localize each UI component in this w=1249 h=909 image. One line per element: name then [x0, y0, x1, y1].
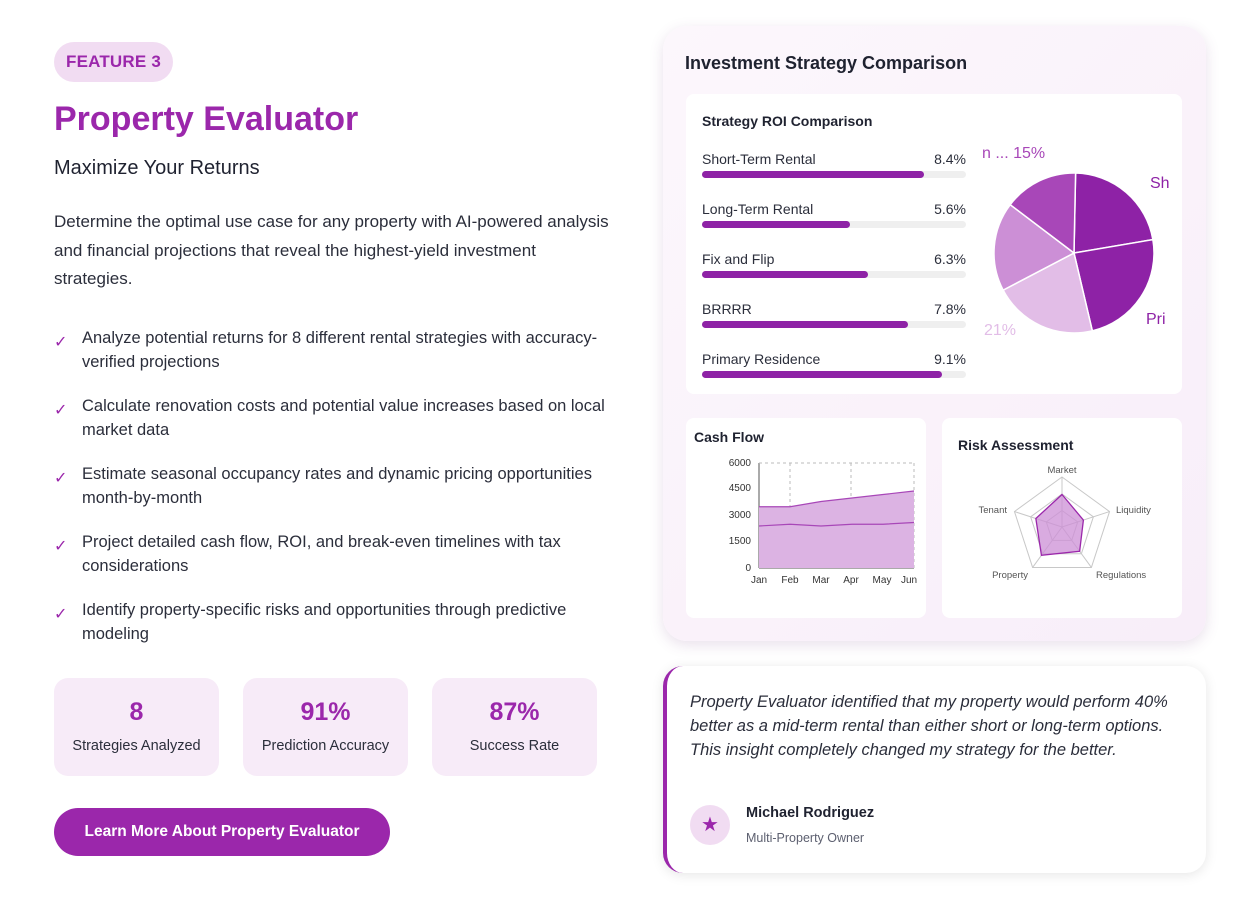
- y-tick-label: 1500: [729, 536, 752, 547]
- page-subtitle: Maximize Your Returns: [54, 157, 260, 179]
- feature-description: Determine the optimal use case for any p…: [54, 212, 609, 288]
- roi-bar: [702, 171, 924, 178]
- roi-bar: [702, 371, 943, 378]
- pie-label: Pri: [1146, 311, 1166, 328]
- radar-axis-label: Regulations: [1096, 570, 1146, 581]
- star-icon: ★: [690, 805, 730, 845]
- stat-card-success: 87% Success Rate: [432, 678, 597, 776]
- testimonial-quote: Property Evaluator identified that my pr…: [690, 693, 1168, 759]
- radar-axis-label: Market: [1047, 465, 1076, 476]
- roi-value: 5.6%: [934, 201, 966, 217]
- list-item: ✓ Project detailed cash flow, ROI, and br…: [54, 530, 614, 578]
- cashflow-title: Cash Flow: [694, 429, 765, 445]
- y-tick-label: 0: [745, 563, 751, 574]
- feature-badge: FEATURE 3: [54, 42, 173, 82]
- roi-value: 8.4%: [934, 151, 966, 167]
- learn-more-button[interactable]: Learn More About Property Evaluator: [54, 808, 390, 856]
- stat-value: 8: [129, 698, 144, 726]
- roi-value: 6.3%: [934, 251, 966, 267]
- roi-bar-track: [702, 171, 966, 178]
- roi-card-title: Strategy ROI Comparison: [702, 113, 873, 129]
- testimonial-card: [663, 666, 1206, 873]
- check-icon: ✓: [54, 538, 68, 555]
- check-icon: ✓: [54, 470, 68, 487]
- roi-value: 9.1%: [934, 351, 966, 367]
- roi-bar: [702, 271, 869, 278]
- roi-label: Fix and Flip: [702, 251, 775, 267]
- radar-area: [1035, 493, 1085, 557]
- pie-slice: [993, 203, 1076, 292]
- radar-axis-label: Liquidity: [1116, 505, 1151, 516]
- check-icon: ✓: [54, 402, 68, 419]
- pie-slice: [1073, 172, 1154, 254]
- y-tick-label: 6000: [729, 458, 752, 469]
- stat-label: Success Rate: [469, 738, 560, 754]
- feature-list: ✓ Analyze potential returns for 8 differe…: [54, 326, 614, 666]
- stat-label: Strategies Analyzed: [72, 738, 201, 754]
- pie-slice: [1002, 251, 1094, 334]
- stat-card-strategies: 8 Strategies Analyzed: [54, 678, 219, 776]
- pie-label: 21%: [984, 322, 1016, 339]
- testimonial-author: Michael Rodriguez: [746, 805, 875, 821]
- pie-slice: [1073, 238, 1155, 332]
- page-title: Property Evaluator: [54, 100, 359, 138]
- panel-title: Investment Strategy Comparison: [685, 53, 968, 73]
- roi-bar-track: [702, 271, 966, 278]
- list-item: ✓ Analyze potential returns for 8 differe…: [54, 326, 614, 374]
- radar-grid-ring: [1013, 476, 1111, 568]
- y-tick-label: 4500: [729, 483, 752, 494]
- x-tick-label: May: [873, 575, 892, 586]
- pie-slice: [1009, 172, 1077, 255]
- x-tick-label: Jan: [751, 575, 767, 586]
- risk-radar-chart: Market Liquidity Regulations Property Te…: [978, 465, 1151, 581]
- stat-value: 87%: [489, 698, 540, 726]
- cashflow-area: [759, 491, 914, 568]
- radar-axis-label: Tenant: [978, 505, 1007, 516]
- stat-card-accuracy: 91% Prediction Accuracy: [243, 678, 408, 776]
- strategy-pie-chart: n ... 15% Sh Pri 21%: [982, 145, 1170, 339]
- roi-bar: [702, 321, 908, 328]
- list-item: ✓ Estimate seasonal occupancy rates and d…: [54, 462, 614, 510]
- x-tick-label: Apr: [843, 575, 859, 586]
- pie-label: Sh: [1150, 175, 1170, 192]
- check-icon: ✓: [54, 334, 68, 351]
- roi-bar: [702, 221, 850, 228]
- roi-label: BRRRR: [702, 301, 752, 317]
- roi-label: Short-Term Rental: [702, 151, 816, 167]
- x-tick-label: Jun: [901, 575, 917, 586]
- roi-bar-track: [702, 321, 966, 328]
- roi-bar-track: [702, 371, 966, 378]
- cashflow-upper-line: [759, 490, 915, 508]
- radar-axis-label: Property: [992, 570, 1028, 581]
- roi-label: Long-Term Rental: [702, 201, 814, 217]
- pie-label: n ... 15%: [982, 145, 1045, 162]
- list-item: ✓ Identify property-specific risks and op…: [54, 598, 614, 646]
- roi-value: 7.8%: [934, 301, 966, 317]
- cashflow-lower-line: [758, 521, 915, 527]
- testimonial-role: Multi-Property Owner: [746, 831, 865, 845]
- list-item: ✓ Calculate renovation costs and potentia…: [54, 394, 614, 442]
- x-tick-label: Feb: [781, 575, 799, 586]
- cashflow-chart: 6000 4500 3000 1500 0 Jan Feb Mar Apr Ma…: [729, 458, 917, 586]
- x-tick-label: Mar: [812, 575, 830, 586]
- y-tick-label: 3000: [729, 510, 752, 521]
- stat-value: 91%: [300, 698, 351, 726]
- roi-label: Primary Residence: [702, 351, 821, 367]
- check-icon: ✓: [54, 606, 68, 623]
- risk-title: Risk Assessment: [958, 437, 1074, 453]
- stat-label: Prediction Accuracy: [261, 738, 390, 754]
- roi-bar-track: [702, 221, 966, 228]
